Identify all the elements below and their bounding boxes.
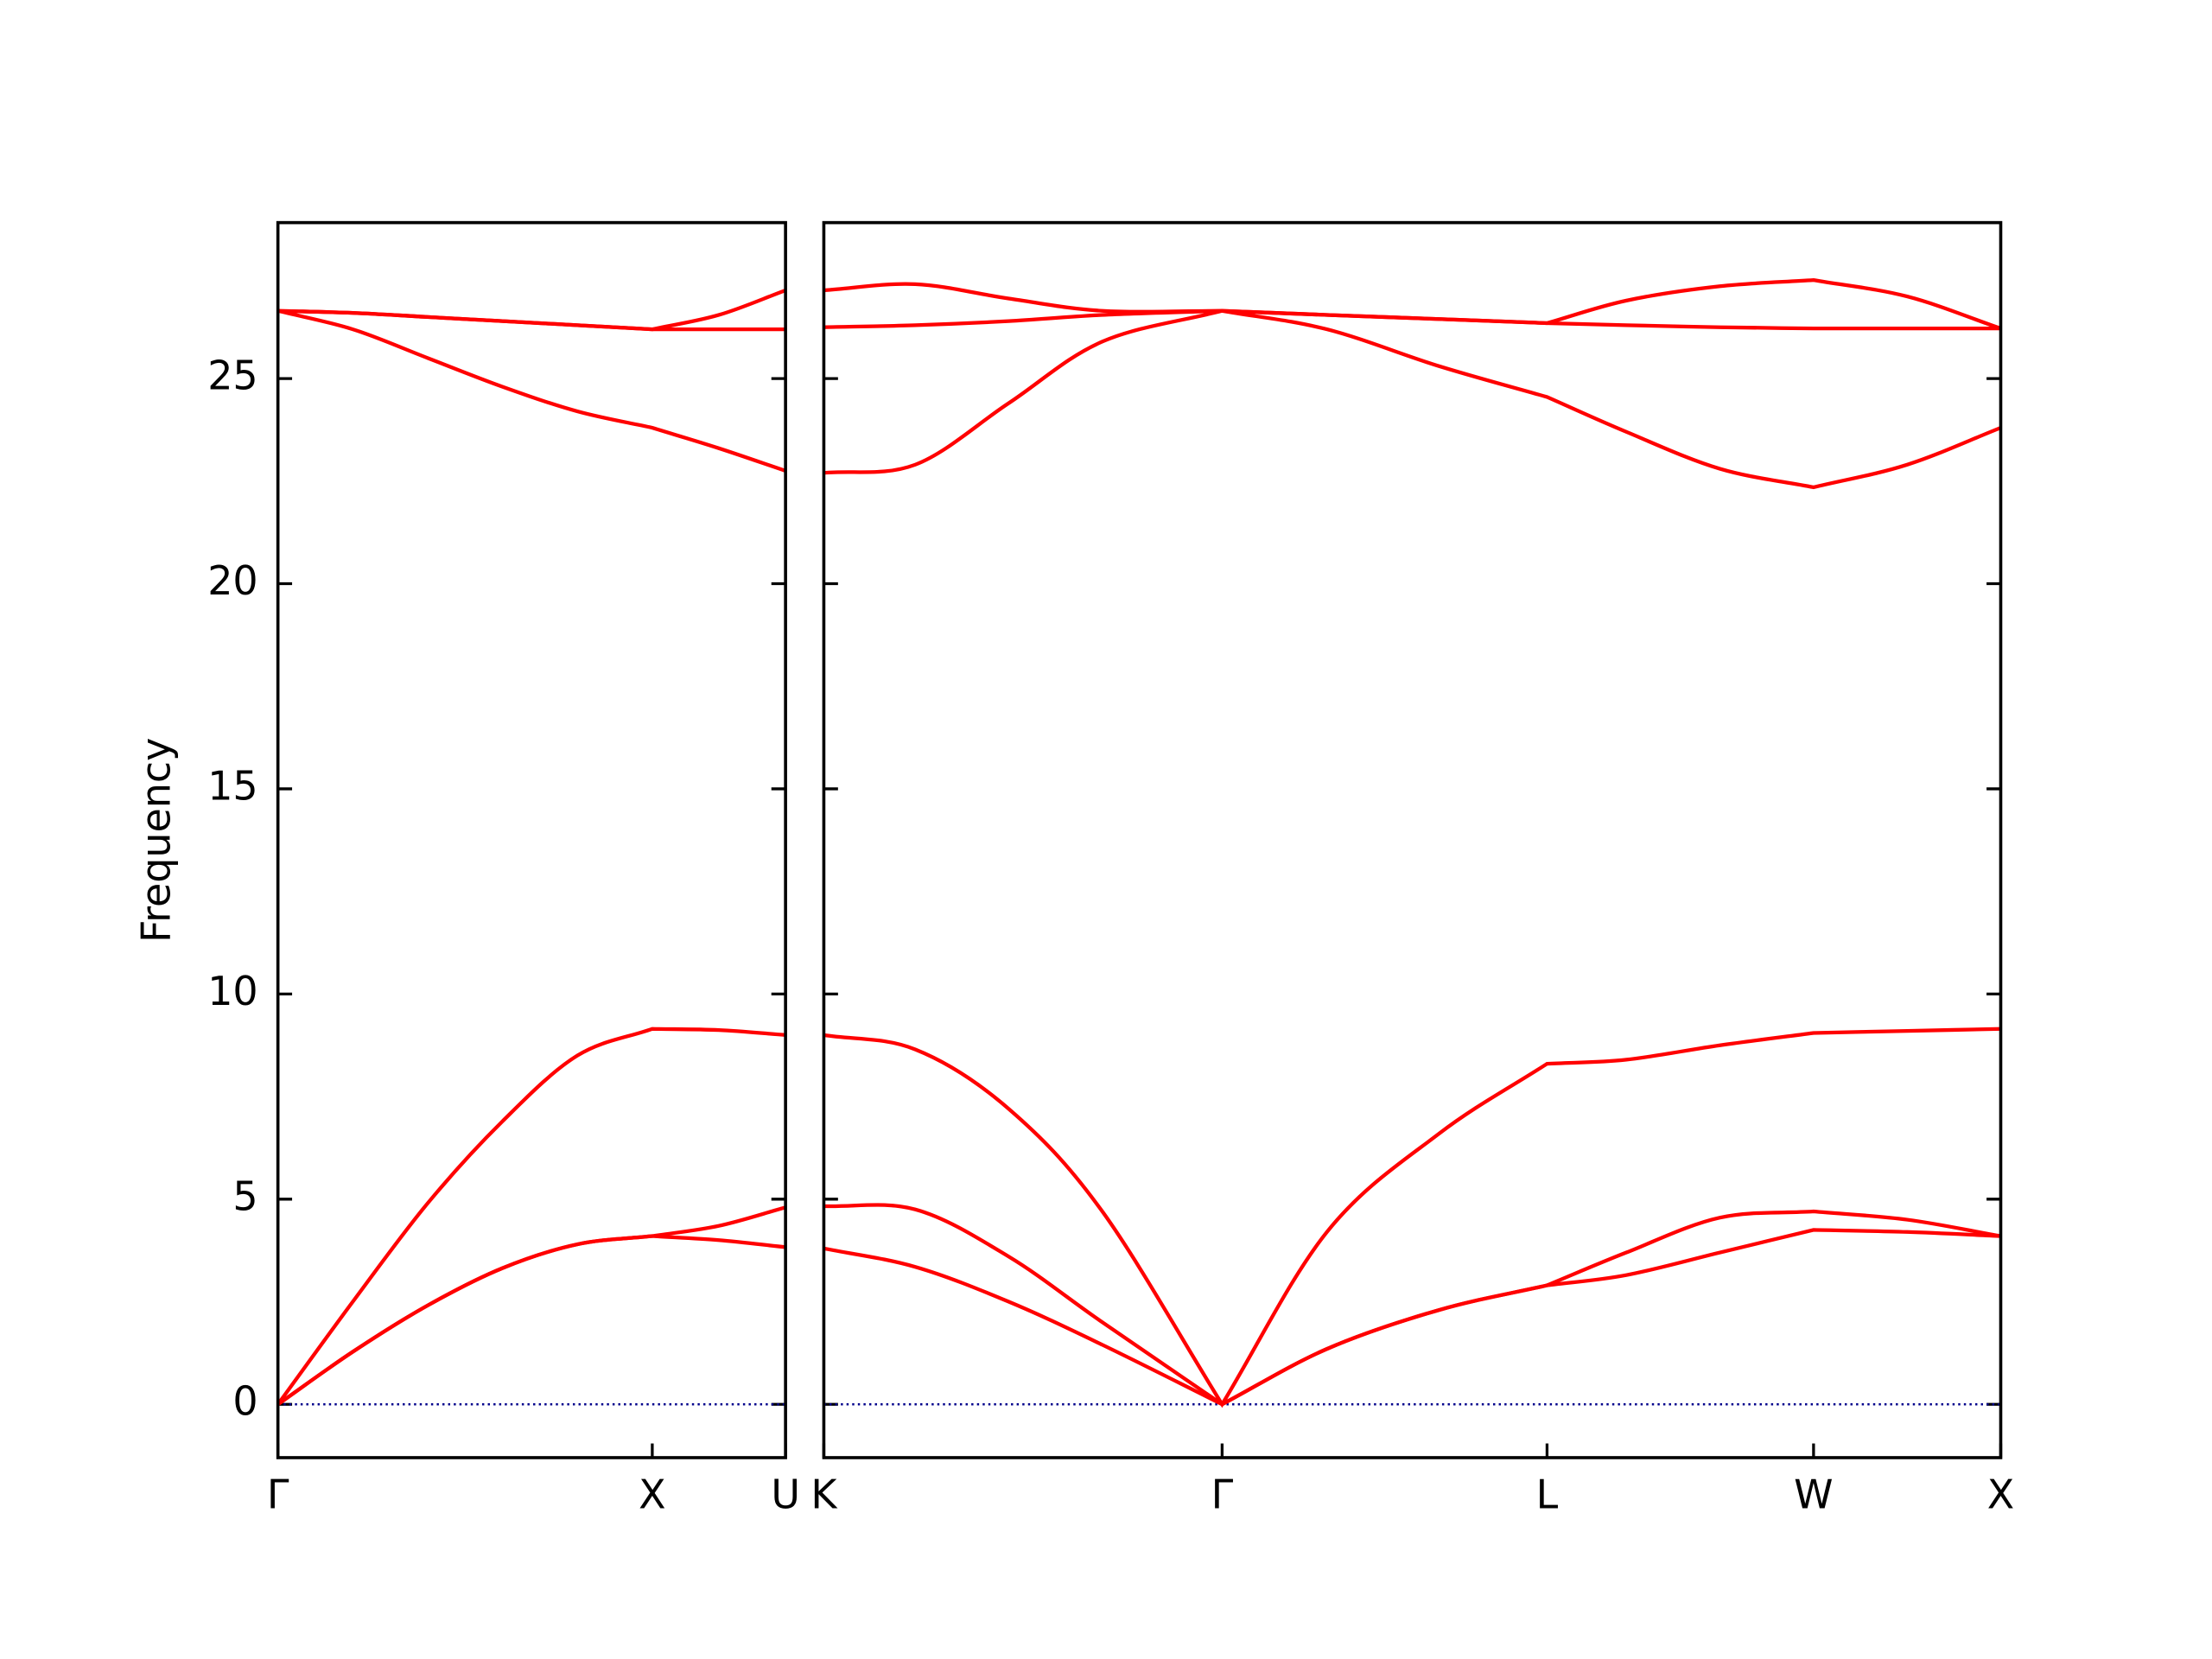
band-line	[276, 1234, 786, 1406]
x-tick-label: K	[810, 1471, 838, 1517]
band-line	[276, 1027, 786, 1406]
y-tick-label: 15	[207, 762, 257, 809]
band-line	[277, 288, 786, 332]
x-tick-label: X	[1987, 1471, 2014, 1517]
y-tick-label: 0	[232, 1378, 257, 1425]
x-tick-label: Γ	[267, 1471, 289, 1517]
y-axis-label: Frequency	[132, 738, 179, 943]
band-line	[277, 308, 786, 473]
band-line	[823, 1027, 2001, 1408]
plot-frame	[822, 220, 2003, 1459]
y-tick-label: 5	[232, 1173, 257, 1219]
x-tick-label: Γ	[1211, 1471, 1234, 1517]
x-tick-label: L	[1536, 1471, 1559, 1517]
y-tick-label: 10	[207, 968, 257, 1014]
y-tick-label: 20	[207, 557, 257, 604]
band-line	[823, 1203, 2001, 1407]
plot-frame	[276, 220, 787, 1459]
band-line	[276, 1205, 786, 1406]
band-line	[823, 277, 2002, 331]
x-tick-label: X	[639, 1471, 665, 1517]
y-tick-label: 25	[207, 353, 257, 399]
band-line	[823, 308, 2002, 490]
x-tick-label: W	[1794, 1471, 1833, 1517]
x-tick-label: U	[771, 1471, 800, 1517]
